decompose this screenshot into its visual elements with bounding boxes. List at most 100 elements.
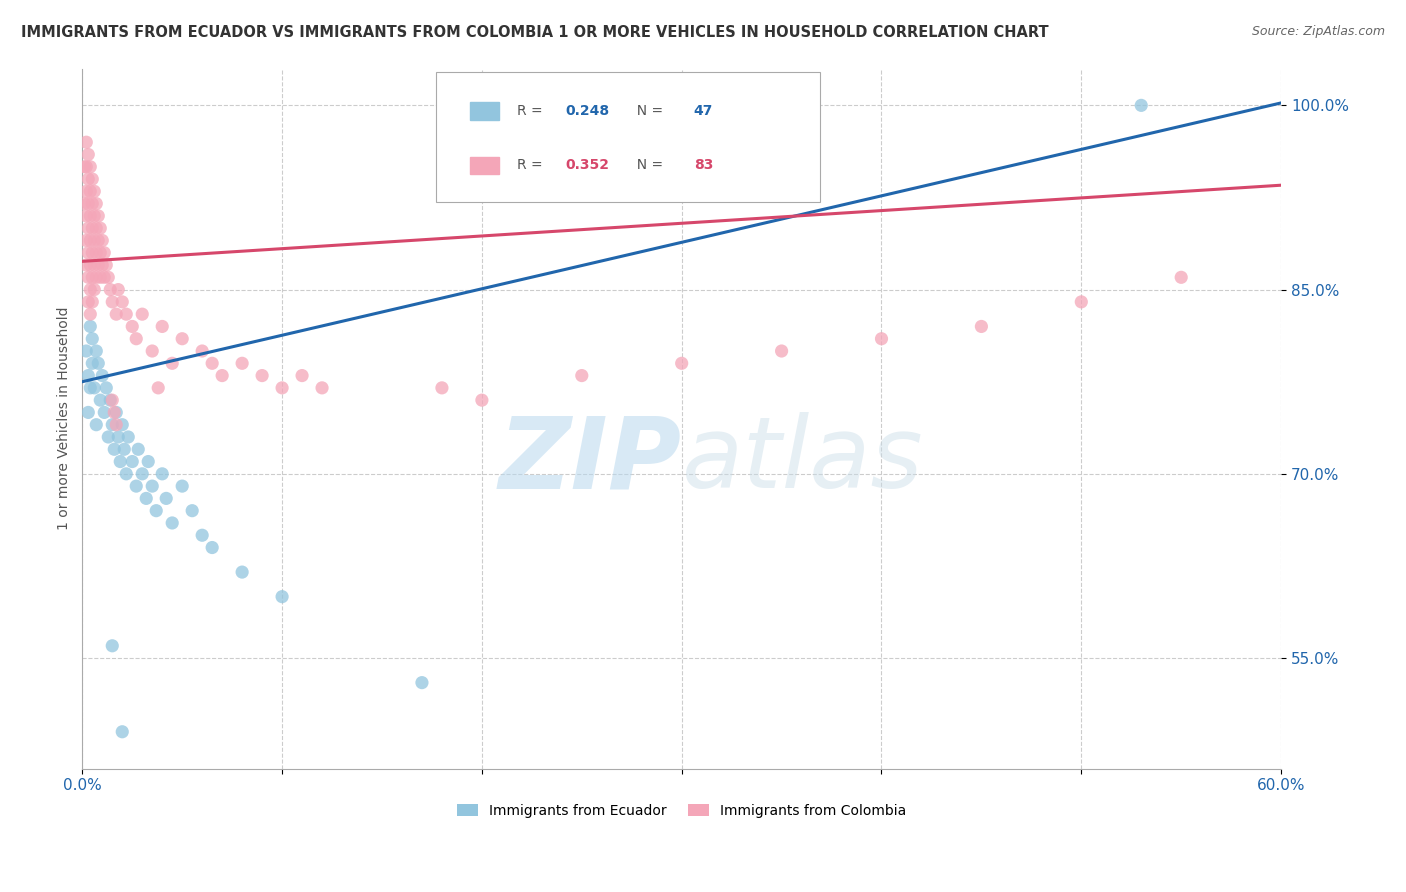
Point xyxy=(98,283,121,297)
Point xyxy=(115,467,138,481)
Point xyxy=(75,258,97,272)
Point xyxy=(291,368,314,383)
Point xyxy=(79,258,101,272)
Point xyxy=(131,307,153,321)
Point xyxy=(91,234,114,248)
Point xyxy=(430,381,453,395)
Point xyxy=(571,368,593,383)
Point xyxy=(135,491,157,506)
Point xyxy=(191,344,214,359)
Text: 47: 47 xyxy=(693,103,713,118)
Point xyxy=(89,270,111,285)
Point xyxy=(112,442,135,457)
Point xyxy=(82,332,104,346)
Point xyxy=(82,172,104,186)
Point xyxy=(87,209,110,223)
Point xyxy=(82,294,104,309)
Point xyxy=(970,319,993,334)
Point xyxy=(79,381,101,395)
Point xyxy=(89,245,111,260)
Point xyxy=(89,393,111,408)
Point xyxy=(87,258,110,272)
Point xyxy=(160,516,183,530)
Point xyxy=(79,307,101,321)
Point xyxy=(91,368,114,383)
Point xyxy=(101,393,124,408)
Point xyxy=(98,393,121,408)
Bar xyxy=(470,103,499,120)
Point xyxy=(770,344,793,359)
Text: ZIP: ZIP xyxy=(499,412,682,509)
Point xyxy=(84,245,107,260)
Point xyxy=(84,221,107,235)
Point xyxy=(121,454,143,468)
FancyBboxPatch shape xyxy=(436,72,820,202)
Point xyxy=(82,221,104,235)
Point xyxy=(77,196,100,211)
Bar xyxy=(470,157,499,174)
Text: 0.248: 0.248 xyxy=(565,103,610,118)
Point xyxy=(155,491,177,506)
Point xyxy=(105,405,128,419)
Text: IMMIGRANTS FROM ECUADOR VS IMMIGRANTS FROM COLOMBIA 1 OR MORE VEHICLES IN HOUSEH: IMMIGRANTS FROM ECUADOR VS IMMIGRANTS FR… xyxy=(21,25,1049,40)
Point xyxy=(73,196,96,211)
Point xyxy=(83,381,105,395)
Text: N =: N = xyxy=(627,103,668,118)
Point xyxy=(411,675,433,690)
Point xyxy=(181,504,204,518)
Text: 83: 83 xyxy=(693,158,713,172)
Point xyxy=(84,417,107,432)
Point xyxy=(79,185,101,199)
Point xyxy=(82,245,104,260)
Point xyxy=(141,344,163,359)
Point xyxy=(471,393,494,408)
Point xyxy=(83,258,105,272)
Point xyxy=(91,258,114,272)
Text: N =: N = xyxy=(627,158,668,172)
Point xyxy=(73,160,96,174)
Point xyxy=(83,234,105,248)
Point xyxy=(105,417,128,432)
Point xyxy=(83,209,105,223)
Point xyxy=(87,234,110,248)
Point xyxy=(1170,270,1192,285)
Point xyxy=(96,258,118,272)
Point xyxy=(201,356,224,370)
Point xyxy=(79,319,101,334)
Point xyxy=(150,467,173,481)
Point xyxy=(150,319,173,334)
Point xyxy=(103,442,125,457)
Point xyxy=(231,565,253,579)
Point xyxy=(111,724,134,739)
Point xyxy=(125,479,148,493)
Point xyxy=(75,234,97,248)
Point xyxy=(870,332,893,346)
Text: atlas: atlas xyxy=(682,412,924,509)
Point xyxy=(75,185,97,199)
Text: R =: R = xyxy=(517,158,547,172)
Point xyxy=(82,196,104,211)
Point xyxy=(172,332,194,346)
Point xyxy=(127,442,149,457)
Point xyxy=(101,639,124,653)
Point xyxy=(79,234,101,248)
Point xyxy=(93,405,115,419)
Point xyxy=(115,307,138,321)
Point xyxy=(211,368,233,383)
Point xyxy=(84,196,107,211)
Point xyxy=(77,368,100,383)
Legend: Immigrants from Ecuador, Immigrants from Colombia: Immigrants from Ecuador, Immigrants from… xyxy=(450,797,912,825)
Point xyxy=(75,344,97,359)
Point xyxy=(97,270,120,285)
Point xyxy=(77,405,100,419)
Point xyxy=(1070,294,1092,309)
Point xyxy=(111,417,134,432)
Point xyxy=(231,356,253,370)
Point xyxy=(105,307,128,321)
Point xyxy=(121,319,143,334)
Point xyxy=(101,417,124,432)
Point xyxy=(75,135,97,149)
Point xyxy=(89,221,111,235)
Point xyxy=(107,430,129,444)
Point xyxy=(172,479,194,493)
